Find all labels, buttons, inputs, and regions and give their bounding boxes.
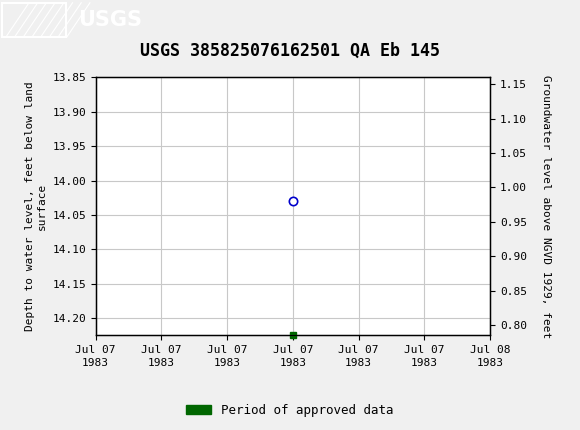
Y-axis label: Groundwater level above NGVD 1929, feet: Groundwater level above NGVD 1929, feet (541, 75, 551, 338)
Text: USGS: USGS (78, 10, 142, 30)
Text: USGS 385825076162501 QA Eb 145: USGS 385825076162501 QA Eb 145 (140, 42, 440, 60)
Bar (2, 3, 66, 37)
Legend: Period of approved data: Period of approved data (181, 399, 399, 421)
Y-axis label: Depth to water level, feet below land
surface: Depth to water level, feet below land su… (25, 82, 46, 331)
